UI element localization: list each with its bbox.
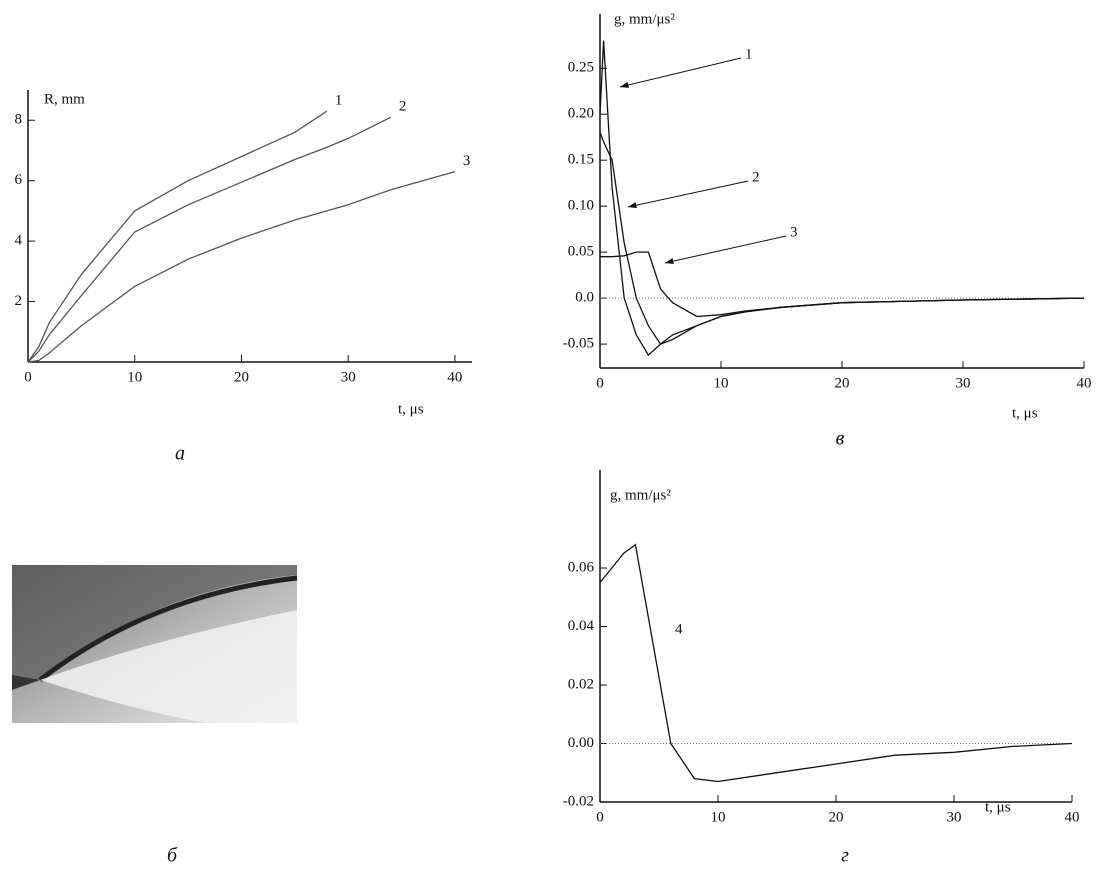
arrow — [627, 180, 749, 208]
x-tick-label: 10 — [127, 369, 142, 385]
arrow-head — [620, 81, 629, 88]
x-tick-label: 10 — [714, 375, 729, 391]
y-tick-label: 0.02 — [568, 676, 594, 692]
y-tick-label: 4 — [15, 233, 23, 249]
y-tick-label: 0.15 — [568, 152, 594, 168]
series-line — [600, 251, 1085, 318]
x-axis-label: t, μs — [985, 799, 1011, 815]
panel-label: г — [841, 845, 849, 867]
series-line — [27, 110, 328, 363]
y-tick-label: 0.04 — [568, 618, 595, 634]
arrow-head — [665, 258, 674, 264]
x-tick-label: 20 — [234, 369, 249, 385]
y-axis-label: g, mm/μs² — [610, 487, 671, 503]
series-label: 3 — [790, 224, 798, 240]
x-tick-label: 20 — [835, 375, 850, 391]
y-tick-label: 2 — [15, 293, 23, 309]
x-tick-label: 40 — [447, 369, 462, 385]
series-label: 3 — [463, 153, 471, 169]
series-label: 1 — [335, 93, 343, 109]
y-tick-label: 0.00 — [568, 735, 594, 751]
x-tick-label: 30 — [947, 809, 962, 825]
y-tick-label: 0.0 — [575, 290, 594, 306]
x-tick-label: 30 — [956, 375, 971, 391]
x-tick-label: 0 — [596, 375, 604, 391]
x-tick-label: 0 — [24, 369, 32, 385]
series-line — [599, 132, 1085, 345]
y-tick-label: 0.20 — [568, 106, 594, 122]
panel-label: в — [836, 428, 845, 450]
series-label: 4 — [675, 621, 683, 637]
arrow — [664, 235, 787, 264]
y-tick-label: 8 — [15, 112, 23, 128]
y-tick-label: 0.10 — [568, 198, 594, 214]
y-axis-label: R, mm — [44, 91, 85, 107]
x-tick-label: 40 — [1065, 809, 1080, 825]
arrow — [619, 57, 742, 88]
x-tick-label: 30 — [341, 369, 356, 385]
x-axis-label: t, μs — [398, 401, 424, 417]
series-line — [27, 170, 456, 363]
series-label: 2 — [752, 169, 760, 185]
series-line — [599, 543, 1073, 783]
panel-label: а — [175, 443, 185, 465]
series-label: 2 — [399, 99, 407, 115]
x-tick-label: 10 — [711, 809, 726, 825]
y-tick-label: -0.02 — [563, 793, 594, 809]
x-tick-label: 0 — [596, 809, 604, 825]
arrow-head — [628, 202, 637, 209]
y-tick-label: 0.25 — [568, 60, 594, 76]
y-tick-label: 0.05 — [568, 244, 594, 260]
series-label: 1 — [745, 46, 753, 62]
series-line — [599, 40, 1085, 357]
x-axis-label: t, μs — [1012, 405, 1038, 421]
series-line — [27, 116, 392, 363]
y-axis-label: g, mm/μs² — [614, 11, 675, 27]
x-tick-label: 40 — [1077, 375, 1092, 391]
y-tick-label: 6 — [15, 172, 23, 188]
photo — [12, 565, 298, 723]
x-tick-label: 20 — [829, 809, 844, 825]
y-tick-label: -0.05 — [563, 336, 594, 352]
panel-label: б — [167, 845, 178, 867]
y-tick-label: 0.06 — [568, 559, 595, 575]
